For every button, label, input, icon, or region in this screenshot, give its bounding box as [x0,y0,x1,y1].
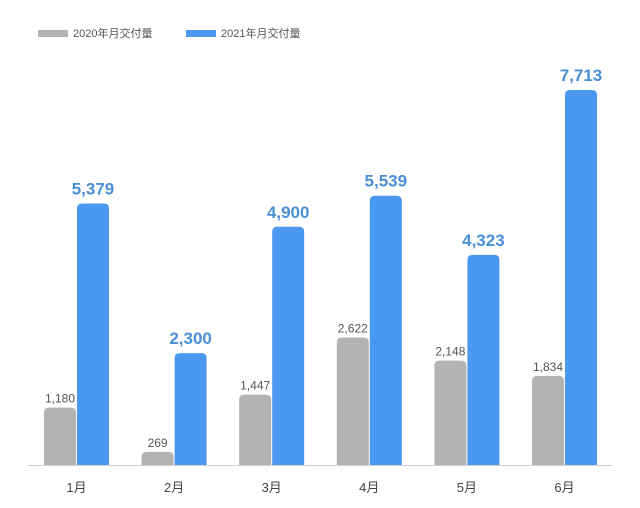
bar-series1-3月 [239,394,272,465]
x-tick-label-1月: 1月 [66,480,86,495]
x-tick-label-6月: 6月 [554,480,574,495]
bar-series1-2月 [141,451,174,465]
data-label-series1-2月: 269 [148,436,168,450]
bars [44,90,597,466]
bar-series1-4月 [336,337,369,465]
x-tick-label-5月: 5月 [457,480,477,495]
data-label-series1-4月: 2,622 [338,322,368,336]
legend: 2020年月交付量 2021年月交付量 [38,26,300,40]
data-label-series2-3月: 4,900 [267,203,310,222]
data-label-series1-5月: 2,148 [435,345,465,359]
bar-series2-1月 [77,203,109,466]
bar-series2-5月 [467,254,500,465]
data-labels: 1,180 5,379 269 2,300 1,447 4,900 2,622 5,539 2,… [45,66,602,450]
data-label-series2-2月: 2,300 [169,329,212,348]
data-label-series2-4月: 5,539 [365,172,408,191]
data-label-series1-3月: 1,447 [240,379,270,393]
bar-series1-1月 [44,407,76,465]
bar-series1-6月 [532,375,564,465]
data-label-series1-6月: 1,834 [533,360,563,374]
bar-series2-4月 [369,195,402,465]
data-label-series1-1月: 1,180 [45,392,75,406]
legend-label-2: 2021年月交付量 [221,26,300,40]
data-label-series2-1月: 5,379 [72,179,115,198]
x-tick-label-2月: 2月 [164,480,184,495]
legend-swatch-2 [186,30,216,37]
bar-series2-3月 [272,226,305,465]
legend-swatch-1 [38,30,68,37]
x-tick-label-4月: 4月 [359,480,379,495]
bar-series2-2月 [174,353,207,465]
data-label-series2-5月: 4,323 [462,231,505,250]
bar-series2-6月 [565,90,597,465]
x-tick-label-3月: 3月 [262,480,282,495]
data-label-series2-6月: 7,713 [560,66,603,85]
bar-series1-5月 [434,360,467,465]
legend-label-1: 2020年月交付量 [73,26,152,40]
x-axis-ticks: 1月 2月 3月 4月 5月 6月 [66,480,574,495]
